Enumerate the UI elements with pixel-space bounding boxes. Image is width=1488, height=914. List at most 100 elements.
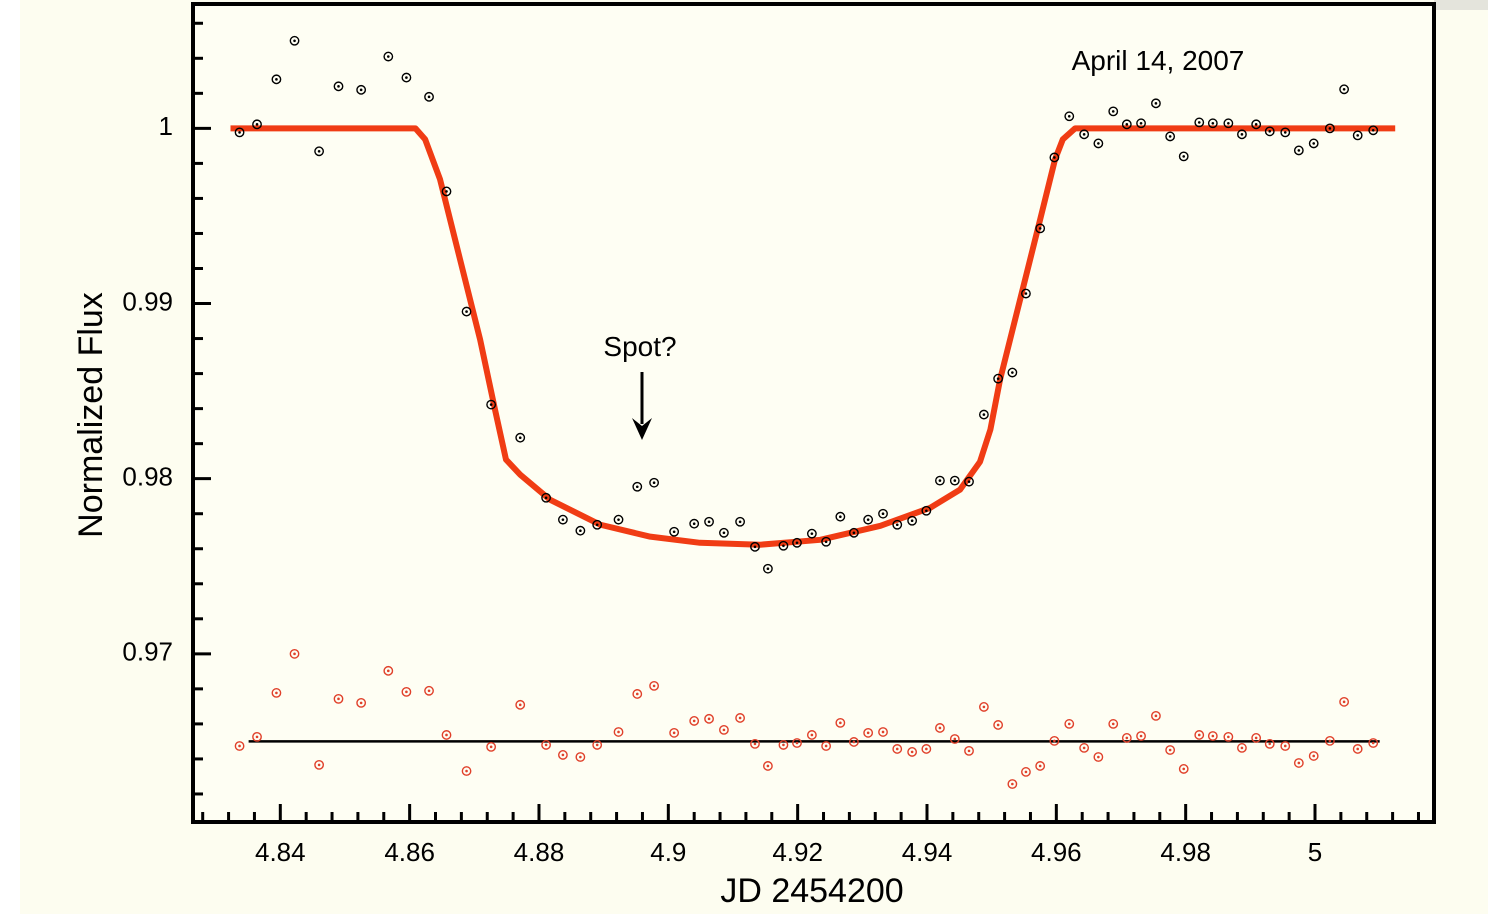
data-point	[1368, 738, 1379, 748]
data-point	[592, 519, 603, 530]
data-point-center	[1297, 149, 1301, 152]
data-point-center	[1254, 736, 1258, 740]
data-point-center	[1356, 134, 1359, 137]
data-point-center	[782, 743, 785, 747]
data-point	[735, 713, 746, 723]
data-point	[892, 519, 903, 530]
data-point-center	[895, 523, 899, 527]
data-point-center	[337, 697, 340, 701]
data-point	[541, 740, 551, 750]
data-point-center	[1111, 722, 1115, 726]
data-point-center	[1168, 748, 1172, 752]
data-point-center	[387, 669, 390, 673]
data-point	[806, 528, 817, 539]
data-point	[821, 741, 832, 751]
data-point-center	[895, 747, 899, 751]
data-point-center	[766, 567, 770, 571]
data-point	[1007, 367, 1018, 378]
x-tick-label: 4.84	[255, 837, 306, 867]
x-tick-label: 4.96	[1031, 837, 1082, 867]
data-point	[964, 476, 974, 487]
data-point	[1207, 731, 1218, 741]
data-point	[907, 747, 918, 757]
data-point	[1237, 743, 1247, 753]
data-point-center	[1097, 755, 1100, 759]
data-point-center	[465, 310, 468, 313]
data-point	[649, 477, 659, 488]
data-point-center	[1038, 764, 1042, 768]
data-point-center	[795, 541, 799, 545]
data-point	[1108, 106, 1119, 117]
data-point	[821, 536, 832, 547]
data-point	[486, 399, 497, 410]
x-tick-label: 4.88	[514, 837, 565, 867]
y-axis-label: Normalized Flux	[72, 292, 110, 538]
data-point-center	[1312, 142, 1316, 145]
data-point-center	[1154, 102, 1158, 105]
data-point-center	[672, 731, 676, 735]
data-point-center	[925, 509, 928, 513]
data-point-center	[1125, 736, 1129, 740]
data-point	[1223, 118, 1234, 129]
data-point-center	[595, 523, 599, 527]
data-point-center	[445, 733, 448, 737]
data-point	[835, 511, 846, 522]
data-point-center	[1283, 744, 1287, 748]
data-point-center	[738, 520, 742, 524]
data-point-center	[824, 744, 828, 748]
data-point-center	[1297, 761, 1301, 765]
data-point-center	[1182, 767, 1186, 771]
data-point	[921, 505, 932, 516]
data-point	[935, 723, 945, 733]
data-point	[907, 515, 918, 526]
data-point	[1324, 123, 1335, 134]
data-point-center	[692, 719, 696, 723]
data-point-center	[722, 531, 726, 535]
data-point	[792, 738, 802, 748]
data-point-center	[1067, 114, 1071, 118]
data-point-center	[579, 755, 582, 759]
data-point-center	[652, 481, 656, 485]
data-point-center	[359, 88, 363, 92]
data-point	[735, 516, 746, 527]
data-point-center	[489, 745, 493, 749]
data-point-center	[427, 689, 431, 693]
data-point-center	[852, 531, 856, 535]
data-point-center	[1024, 770, 1028, 774]
data-point	[1293, 145, 1304, 156]
data-point	[1136, 731, 1146, 741]
data-point-center	[996, 377, 1000, 380]
data-point	[835, 717, 846, 728]
data-point-center	[795, 741, 799, 745]
data-point	[1207, 118, 1218, 129]
data-point	[1064, 719, 1075, 729]
data-point-center	[275, 78, 278, 81]
data-point	[558, 750, 568, 760]
y-tick-label: 0.98	[122, 462, 173, 492]
data-point	[921, 744, 932, 754]
data-point	[1136, 118, 1146, 129]
data-point	[849, 737, 859, 747]
data-point-center	[518, 703, 522, 707]
data-point-center	[1283, 131, 1287, 134]
data-point	[979, 409, 989, 420]
data-point-center	[617, 730, 620, 734]
data-point	[1151, 710, 1161, 721]
data-point	[949, 475, 960, 486]
data-point-center	[1342, 88, 1346, 91]
data-point-center	[967, 480, 971, 483]
date-annotation: April 14, 2007	[1072, 45, 1245, 76]
data-point-center	[445, 190, 448, 193]
data-point-center	[1154, 714, 1158, 718]
data-point	[778, 540, 789, 551]
data-point	[750, 541, 760, 552]
data-point	[1178, 151, 1189, 162]
x-tick-label: 4.94	[902, 837, 953, 867]
data-point-center	[881, 730, 885, 734]
data-point-center	[1182, 155, 1186, 158]
data-point	[1178, 764, 1189, 774]
data-point	[252, 119, 262, 130]
data-point	[461, 766, 472, 776]
data-point-center	[1312, 754, 1316, 758]
data-point-center	[1268, 742, 1272, 746]
